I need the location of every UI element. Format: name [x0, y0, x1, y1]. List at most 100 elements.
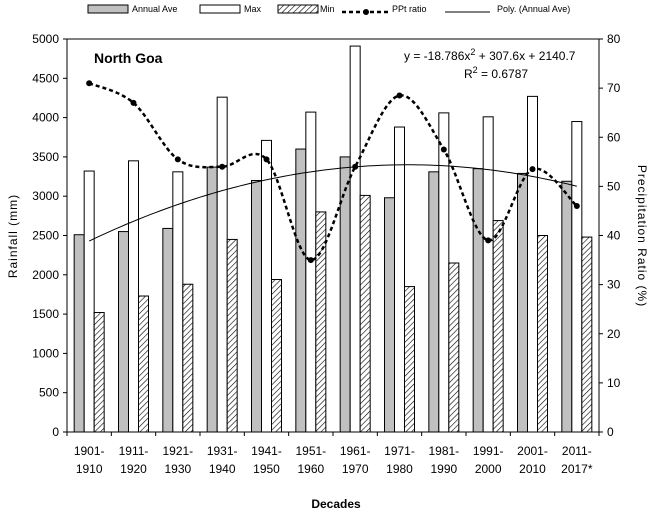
left-axis-ticks: 0 500 1000 1500 2000 2500 3000 3500 4000 4500 5000 — [32, 32, 67, 439]
x-tick-label-end: 2000 — [475, 462, 502, 476]
bar-max — [261, 139, 272, 433]
y2-tick-label: 70 — [607, 81, 621, 95]
x-tick-label-end: 1920 — [120, 462, 147, 476]
y-tick-label: 2000 — [32, 268, 59, 282]
bar-max — [394, 126, 405, 433]
r-squared-suffix: = 0.6787 — [478, 67, 529, 81]
legend: Annual Ave Max Min PPt ratio Poly. (Annu… — [87, 4, 570, 15]
y-tick-label: 1500 — [32, 307, 59, 321]
x-tick-label-start: 1911- — [119, 444, 149, 458]
ppt-ratio-layer — [86, 80, 580, 264]
x-tick-label-start: 2011- — [562, 444, 592, 458]
y-tick-label: 0 — [52, 425, 59, 439]
ppt-ratio-point — [573, 203, 580, 210]
x-tick-label-start: 1931- — [207, 444, 238, 458]
r-squared-superscript: 2 — [473, 65, 478, 75]
bar-annual-ave — [251, 179, 262, 433]
y2-tick-label: 40 — [607, 229, 621, 243]
x-axis-ticks: 1901- 1910 1911- 1920 1921- 1930 1931- 1940 1941… — [66, 432, 600, 476]
trend-equation-prefix: y = -18.786x — [404, 49, 470, 63]
bar-annual-ave — [428, 171, 440, 433]
bar-max — [83, 170, 95, 433]
x-tick-label-end: 1980 — [386, 462, 413, 476]
y-tick-label: 4000 — [32, 111, 59, 125]
y-tick-label: 4500 — [32, 71, 59, 85]
legend-marker-ppt-ratio — [363, 9, 369, 15]
x-tick-label-start: 1941- — [251, 444, 282, 458]
y2-tick-label: 60 — [607, 130, 621, 144]
bar-max — [349, 45, 361, 433]
bar-min — [492, 220, 504, 433]
y-tick-label: 500 — [39, 386, 59, 400]
bar-annual-ave — [472, 168, 484, 433]
bar-min — [271, 279, 282, 433]
x-tick-label-end: 1970 — [342, 462, 369, 476]
right-axis-ticks: 0 10 20 30 40 50 60 70 80 — [599, 32, 621, 439]
legend-label-max: Max — [244, 4, 262, 14]
y2-tick-label: 30 — [607, 278, 621, 292]
x-tick-label-end: 1950 — [253, 462, 280, 476]
ppt-ratio-point — [396, 92, 403, 99]
legend-swatch-annual-ave — [87, 4, 129, 14]
bar-min — [581, 236, 593, 433]
legend-swatch-min — [277, 4, 319, 14]
bar-max — [172, 171, 184, 433]
ppt-ratio-point — [307, 257, 314, 264]
x-tick-label-start: 1921- — [162, 444, 193, 458]
bar-min — [226, 238, 238, 433]
x-tick-label-start: 1951- — [295, 444, 326, 458]
x-tick-label-end: 1960 — [297, 462, 324, 476]
x-tick-label-end: 2010 — [519, 462, 546, 476]
x-tick-label-end: 1940 — [209, 462, 236, 476]
bar-annual-ave — [517, 172, 528, 433]
ppt-ratio-point — [263, 156, 270, 163]
ppt-ratio-point — [529, 166, 536, 173]
bar-max — [216, 96, 228, 433]
ppt-ratio-point — [219, 163, 226, 170]
y2-tick-label: 50 — [607, 179, 621, 193]
x-tick-label-start: 1971- — [384, 444, 415, 458]
y2-tick-label: 10 — [607, 376, 621, 390]
trend-equation-superscript: 2 — [470, 47, 475, 57]
r-squared-prefix: R — [464, 67, 473, 81]
poly-trendline — [88, 164, 577, 242]
bar-annual-ave — [162, 227, 174, 433]
bars-layer — [73, 45, 593, 433]
bar-max — [305, 111, 317, 433]
x-tick-label-end: 1930 — [164, 462, 191, 476]
bar-max — [128, 160, 139, 433]
bar-annual-ave — [384, 197, 395, 433]
ppt-ratio-point — [352, 163, 359, 170]
y-tick-label: 3000 — [32, 189, 59, 203]
legend-label-min: Min — [320, 4, 335, 14]
trendline-layer — [88, 164, 577, 242]
y-tick-label: 1000 — [32, 346, 59, 360]
bar-annual-ave — [206, 166, 218, 433]
ppt-ratio-point — [86, 80, 93, 87]
y-tick-label: 5000 — [32, 32, 59, 46]
legend-label-annual-ave: Annual Ave — [132, 4, 177, 14]
bar-min — [93, 312, 105, 433]
y-axis-title: Rainfall (mm) — [6, 194, 20, 278]
legend-label-poly: Poly. (Annual Ave) — [497, 4, 570, 14]
y-tick-label: 3500 — [32, 150, 59, 164]
bar-annual-ave — [73, 234, 85, 433]
x-tick-label-start: 2001- — [517, 444, 548, 458]
trend-equation: y = -18.786x2 + 307.6x + 2140.7 — [404, 47, 576, 63]
bar-annual-ave — [295, 148, 307, 433]
y-tick-label: 2500 — [32, 229, 59, 243]
x-tick-label-end: 1910 — [76, 462, 103, 476]
bar-annual-ave — [339, 156, 351, 433]
y2-axis-title: Precipitation Ratio (%) — [635, 165, 649, 307]
x-tick-label-end: 1990 — [430, 462, 457, 476]
legend-swatch-max — [199, 4, 241, 14]
bar-annual-ave — [561, 180, 573, 433]
x-tick-label-start: 1981- — [428, 444, 459, 458]
bar-min — [359, 194, 371, 433]
x-tick-label-start: 1991- — [473, 444, 504, 458]
bar-min — [138, 295, 149, 433]
ppt-ratio-point — [440, 146, 447, 153]
x-tick-label-start: 1961- — [340, 444, 371, 458]
bar-min — [448, 262, 460, 433]
